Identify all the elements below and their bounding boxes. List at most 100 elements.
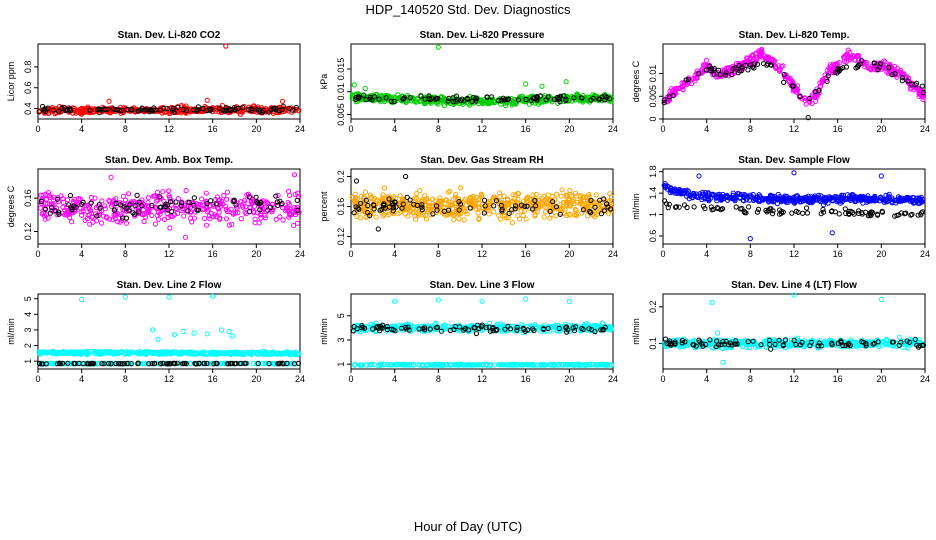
data-point (564, 201, 570, 208)
data-point (267, 204, 274, 210)
data-point (226, 222, 232, 228)
data-point (518, 362, 524, 368)
data-point (153, 198, 159, 204)
data-point (782, 74, 788, 80)
data-point (88, 194, 94, 201)
data-point (593, 192, 599, 198)
data-point (909, 81, 915, 87)
data-point (567, 191, 573, 197)
data-point (269, 361, 275, 367)
data-point (209, 350, 215, 356)
data-point (802, 98, 808, 104)
data-point (588, 210, 594, 216)
data-point (840, 65, 846, 71)
data-point (145, 209, 152, 215)
data-point (781, 79, 787, 86)
data-point (371, 94, 377, 100)
y-tick-label: 0.2 (336, 170, 346, 183)
data-point (437, 198, 443, 204)
data-point (232, 361, 238, 367)
data-point (204, 97, 210, 103)
data-point (113, 200, 119, 206)
data-point (122, 294, 128, 300)
data-point (604, 94, 610, 101)
plot-frame (662, 168, 926, 245)
data-point (733, 204, 739, 210)
x-tick-label: 24 (608, 124, 618, 134)
data-point (842, 206, 848, 212)
data-point (584, 321, 590, 327)
data-point (252, 220, 258, 226)
data-point (706, 192, 712, 198)
data-point (208, 198, 214, 204)
data-point (59, 105, 65, 111)
y-tick-label: 0 (648, 116, 658, 121)
data-point (253, 351, 260, 357)
data-point (390, 208, 396, 214)
y-tick-label: 1 (336, 362, 346, 367)
data-point (836, 211, 842, 217)
data-point (253, 194, 259, 200)
data-point (599, 208, 605, 214)
data-point (183, 187, 189, 194)
data-point (696, 71, 702, 77)
data-point (786, 195, 792, 201)
data-point (411, 201, 417, 207)
data-point (167, 225, 173, 231)
data-point (506, 210, 512, 216)
data-point (358, 193, 364, 200)
data-point (40, 349, 46, 355)
x-tick-label: 24 (295, 374, 305, 384)
data-point (373, 214, 379, 220)
data-point (233, 202, 239, 208)
data-point (570, 196, 576, 203)
data-point (422, 96, 428, 102)
data-point (534, 94, 540, 100)
data-point (517, 216, 523, 222)
y-tick-label: 0.12 (23, 223, 33, 241)
data-point (135, 360, 141, 366)
x-tick-label: 16 (208, 249, 218, 259)
data-point (72, 196, 78, 202)
x-tick-label: 20 (876, 249, 886, 259)
data-point (78, 209, 84, 215)
data-point (596, 202, 602, 208)
data-point (868, 212, 874, 218)
data-point (130, 210, 136, 216)
data-point (510, 192, 516, 198)
x-tick-label: 16 (833, 124, 843, 134)
data-point (364, 362, 370, 368)
data-point (469, 362, 475, 368)
data-point (541, 214, 547, 220)
y-tick-label: 0.6 (23, 81, 33, 94)
data-point (140, 211, 146, 217)
data-point (49, 204, 55, 210)
x-tick-label: 16 (208, 374, 218, 384)
data-point (46, 192, 53, 199)
data-point (380, 361, 386, 367)
data-point (80, 199, 86, 205)
x-tick-label: 4 (79, 124, 84, 134)
data-point (456, 207, 462, 213)
data-point (127, 202, 133, 208)
data-point (136, 207, 142, 213)
data-point (203, 203, 209, 210)
data-point (96, 202, 102, 208)
data-point (601, 196, 607, 202)
data-point (523, 362, 529, 368)
data-point (50, 107, 57, 113)
data-point (246, 107, 252, 113)
figure-title: HDP_140520 Std. Dev. Diagnostics (365, 2, 571, 17)
data-point (584, 213, 591, 219)
data-point (413, 195, 420, 201)
data-point (520, 362, 526, 368)
data-point (744, 197, 750, 203)
data-point (597, 205, 603, 211)
data-point (124, 106, 130, 113)
data-point (90, 360, 96, 366)
data-point (762, 56, 768, 62)
data-point (574, 91, 580, 97)
data-point (471, 362, 477, 368)
data-point (220, 107, 226, 113)
data-point (40, 210, 46, 216)
